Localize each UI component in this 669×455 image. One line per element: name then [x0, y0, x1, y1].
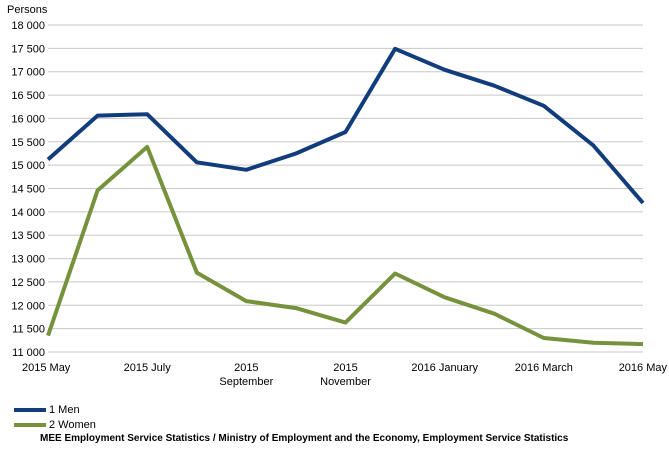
y-tick-label: 15 000 — [11, 160, 45, 172]
series-line-men — [46, 46, 645, 205]
y-tick-label: 18 000 — [11, 20, 45, 32]
legend-label-men: 1 Men — [49, 403, 80, 416]
y-tick-label: 11 000 — [12, 347, 45, 359]
y-tick-label: 14 000 — [11, 207, 45, 219]
legend: 1 Men 2 Women — [14, 402, 96, 432]
x-tick-label: 2016 March — [515, 362, 573, 374]
x-tick-label: 2015 July — [124, 362, 172, 374]
grid-lines — [48, 24, 643, 353]
legend-item-women: 2 Women — [14, 417, 96, 432]
y-tick-label: 16 500 — [11, 90, 45, 102]
y-tick-label: 13 000 — [11, 254, 45, 266]
source-note: MEE Employment Service Statistics / Mini… — [40, 433, 569, 444]
y-tick-label: 13 500 — [11, 230, 45, 242]
x-tick-label: 2015 November — [320, 362, 371, 388]
y-tick-label: 14 500 — [11, 184, 45, 196]
line-chart: Persons 11 000 11 500 12 000 12 500 13 000 13… — [7, 4, 667, 388]
x-tick-labels: 2015 May 2015 July 2015 September 2015 Novemb… — [22, 362, 667, 388]
legend-swatch-women — [14, 422, 46, 427]
x-tick-label: 2015 September — [219, 362, 273, 388]
x-tick-label: 2016 May — [619, 362, 668, 374]
y-tick-label: 15 500 — [11, 137, 45, 149]
legend-swatch-men — [14, 407, 46, 412]
y-tick-label: 11 500 — [12, 324, 45, 336]
y-axis-label: Persons — [7, 4, 48, 16]
y-tick-label: 12 500 — [11, 277, 45, 289]
series-line-women — [46, 144, 644, 347]
y-tick-label: 17 500 — [11, 43, 45, 55]
legend-label-women: 2 Women — [49, 418, 96, 431]
y-tick-label: 17 000 — [11, 67, 45, 79]
x-tick-label: 2015 May — [22, 362, 71, 374]
x-tick-label: 2016 January — [411, 362, 478, 374]
series-lines — [46, 46, 645, 347]
legend-item-men: 1 Men — [14, 402, 96, 417]
y-tick-labels: 11 000 11 500 12 000 12 500 13 000 13 500 14 0… — [11, 20, 45, 359]
y-tick-label: 12 000 — [11, 300, 45, 312]
y-tick-label: 16 000 — [11, 113, 45, 125]
